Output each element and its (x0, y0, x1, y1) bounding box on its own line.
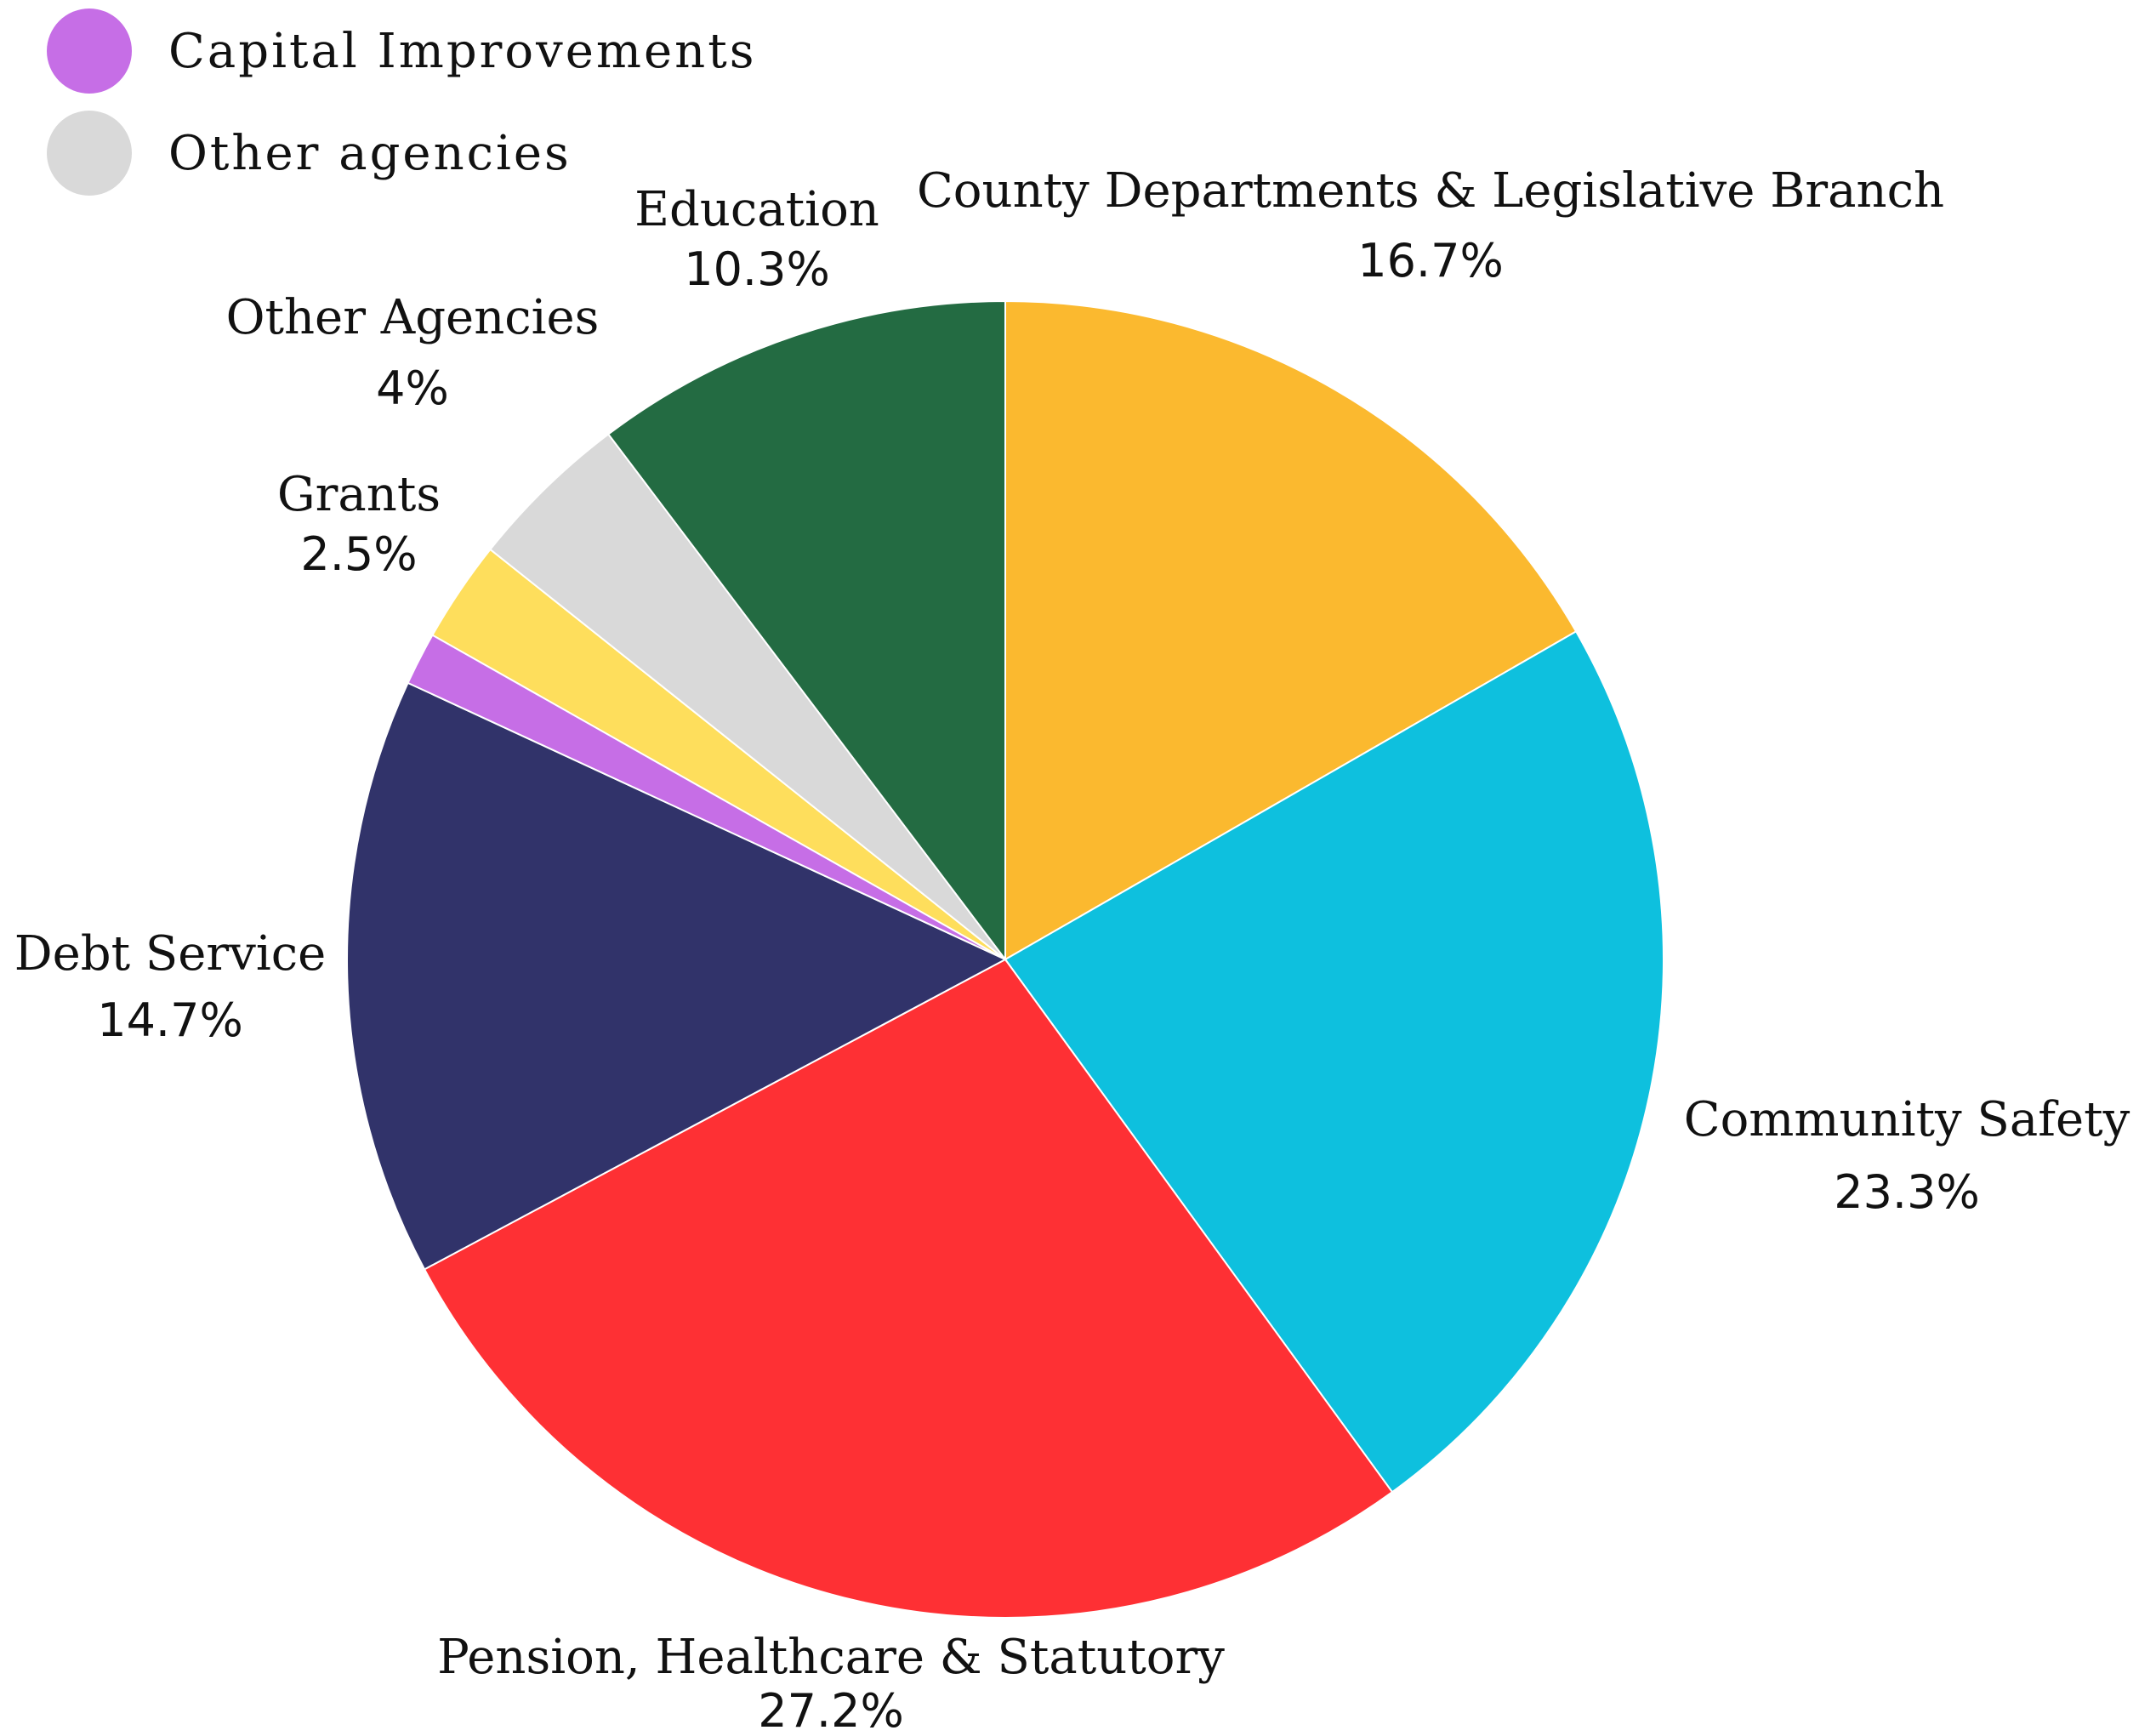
legend-label-capital-improvements: Capital Improvements (168, 24, 756, 79)
pie-slices (346, 299, 1664, 1619)
slice-value-pension-healthcare-and-statutory: 27.2% (758, 1684, 904, 1736)
slice-label-education: Education (634, 182, 879, 237)
pie-slice-other-agencies (489, 433, 1006, 960)
legend: Capital Improvements Other agencies (47, 9, 756, 196)
slice-label-county-departments-and-legislative-branch: County Departments & Legislative Branch (917, 163, 1944, 219)
pie-slice-education (606, 299, 1006, 962)
legend-label-other-agencies: Other agencies (168, 126, 572, 181)
slice-label-grants: Grants (277, 467, 441, 522)
legend-swatch-capital-improvements (47, 9, 132, 94)
pie-slice-community-safety (1004, 630, 1664, 1494)
slice-labels: County Departments & Legislative Branch 1… (14, 163, 2130, 1736)
slice-label-debt-service: Debt Service (14, 926, 327, 982)
pie-slice-pension-healthcare-and-statutory (423, 958, 1394, 1619)
slice-value-education: 10.3% (684, 242, 830, 296)
slice-value-grants: 2.5% (300, 527, 417, 581)
slice-label-community-safety: Community Safety (1684, 1092, 2130, 1147)
slice-value-other-agencies: 4% (376, 361, 449, 415)
slice-label-pension-healthcare-and-statutory: Pension, Healthcare & Statutory (437, 1630, 1225, 1685)
legend-swatch-other-agencies (47, 111, 132, 196)
pie-slice-debt-service (346, 681, 1008, 1271)
pie-slice-county-departments-and-legislative-branch (1004, 299, 1578, 961)
slice-value-county-departments-and-legislative-branch: 16.7% (1357, 234, 1504, 287)
slice-value-community-safety: 23.3% (1834, 1165, 1980, 1219)
slice-value-debt-service: 14.7% (97, 993, 243, 1047)
slice-label-other-agencies: Other Agencies (226, 290, 600, 345)
